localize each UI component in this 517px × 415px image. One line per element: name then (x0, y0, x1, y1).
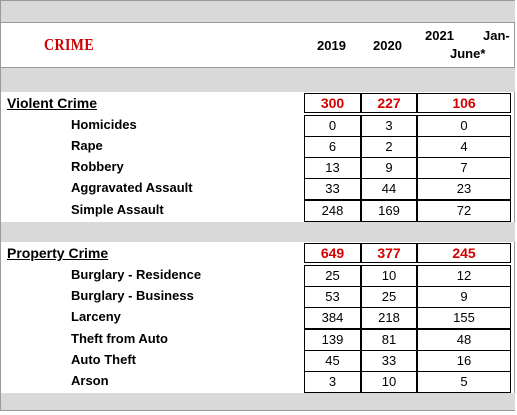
divider (1, 67, 515, 68)
row-label: Aggravated Assault (71, 180, 193, 195)
year-2021-header: 2021 (425, 28, 454, 43)
table-cell: 4 (417, 136, 511, 158)
divider (1, 22, 515, 23)
violent-total-cell: 227 (361, 93, 417, 113)
table-cell: 45 (304, 350, 361, 372)
table-cell: 218 (361, 307, 417, 329)
property-crime-title: Property Crime (7, 245, 109, 261)
table-cell: 53 (304, 286, 361, 308)
table-cell: 25 (361, 286, 417, 308)
table-cell: 9 (417, 286, 511, 308)
property-total-cell: 245 (417, 243, 511, 263)
table-cell: 3 (304, 371, 361, 393)
table-cell: 33 (304, 178, 361, 200)
table-cell: 44 (361, 178, 417, 200)
table-cell: 0 (304, 115, 361, 137)
table-cell: 139 (304, 329, 361, 351)
table-cell: 10 (361, 265, 417, 287)
table-cell: 5 (417, 371, 511, 393)
row-label: Rape (71, 138, 103, 153)
table-cell: 81 (361, 329, 417, 351)
page-title: CRIME (44, 35, 95, 54)
table-cell: 16 (417, 350, 511, 372)
table-cell: 23 (417, 178, 511, 200)
row-label: Homicides (71, 117, 137, 132)
section-band (1, 222, 515, 242)
row-label: Burglary - Business (71, 288, 194, 303)
table-cell: 10 (361, 371, 417, 393)
table-cell: 0 (417, 115, 511, 137)
table-cell: 25 (304, 265, 361, 287)
row-label: Arson (71, 373, 109, 388)
violent-total-cell: 300 (304, 93, 361, 113)
table-cell: 3 (361, 115, 417, 137)
table-cell: 2 (361, 136, 417, 158)
year-2019-header: 2019 (317, 38, 346, 53)
table-cell: 33 (361, 350, 417, 372)
row-label: Simple Assault (71, 202, 164, 217)
row-label: Auto Theft (71, 352, 136, 367)
table-cell: 169 (361, 200, 417, 222)
table-cell: 248 (304, 200, 361, 222)
row-label: Burglary - Residence (71, 267, 202, 282)
header-band (1, 68, 515, 92)
table-cell: 6 (304, 136, 361, 158)
year-2020-header: 2020 (373, 38, 402, 53)
table-cell: 9 (361, 157, 417, 179)
table-cell: 12 (417, 265, 511, 287)
bottom-band (1, 393, 515, 410)
table-cell: 13 (304, 157, 361, 179)
property-total-cell: 649 (304, 243, 361, 263)
violent-crime-title: Violent Crime (7, 95, 97, 111)
table-cell: 155 (417, 307, 511, 329)
row-label: Robbery (71, 159, 124, 174)
table-cell: 7 (417, 157, 511, 179)
row-label: Larceny (71, 309, 121, 324)
top-band (1, 1, 515, 22)
table-cell: 384 (304, 307, 361, 329)
partial-year-label-bottom: June* (450, 46, 486, 61)
table-cell: 72 (417, 200, 511, 222)
row-label: Theft from Auto (71, 331, 168, 346)
property-total-cell: 377 (361, 243, 417, 263)
violent-total-cell: 106 (417, 93, 511, 113)
partial-year-label-top: Jan- (483, 28, 510, 43)
table-cell: 48 (417, 329, 511, 351)
